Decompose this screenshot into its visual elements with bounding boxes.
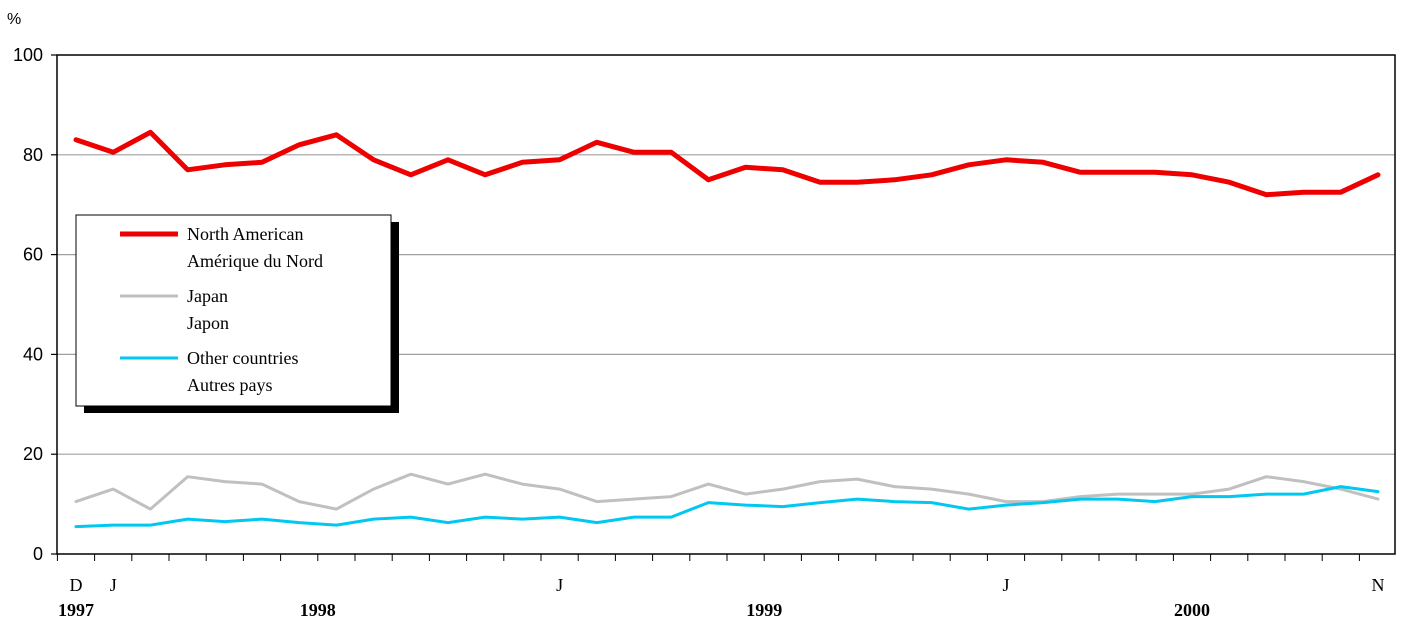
legend-label-north-american: North American bbox=[187, 224, 303, 244]
plot-frame bbox=[56, 54, 1396, 555]
legend-label-japon: Japon bbox=[187, 313, 229, 333]
legend-label-amerique-du-nord: Amérique du Nord bbox=[187, 251, 323, 271]
series-line-other-countries bbox=[74, 485, 1380, 529]
legend-label-other-countries: Other countries bbox=[187, 348, 298, 368]
x-month-label: J bbox=[1002, 575, 1009, 595]
x-year-label: 1998 bbox=[300, 600, 336, 620]
y-axis-unit-label: % bbox=[7, 11, 21, 28]
x-axis-ticks bbox=[56, 554, 1360, 561]
y-tick-label: 100 bbox=[13, 45, 43, 65]
y-tick-label: 0 bbox=[33, 544, 43, 564]
y-tick-label: 40 bbox=[23, 344, 43, 364]
x-year-label: 2000 bbox=[1174, 600, 1210, 620]
series-line-japan bbox=[74, 472, 1380, 511]
legend-label-japan: Japan bbox=[187, 286, 228, 306]
y-tick-label: 60 bbox=[23, 245, 43, 265]
series-layer bbox=[73, 129, 1381, 529]
y-tick-label: 80 bbox=[23, 145, 43, 165]
x-axis-labels: D J J J N 1997 1998 1999 2000 bbox=[58, 575, 1385, 620]
x-month-label: J bbox=[556, 575, 563, 595]
x-month-label: N bbox=[1372, 575, 1385, 595]
x-year-label: 1999 bbox=[746, 600, 782, 620]
x-month-label: J bbox=[110, 575, 117, 595]
series-line-north-american bbox=[73, 129, 1381, 198]
x-month-label: D bbox=[70, 575, 83, 595]
legend-box bbox=[75, 214, 392, 407]
x-year-label: 1997 bbox=[58, 600, 94, 620]
y-axis-ticks: 0 20 40 60 80 100 bbox=[13, 45, 57, 564]
legend: North American Amérique du Nord Japan Ja… bbox=[75, 214, 399, 413]
legend-label-autres-pays: Autres pays bbox=[187, 375, 272, 395]
y-tick-label: 20 bbox=[23, 444, 43, 464]
